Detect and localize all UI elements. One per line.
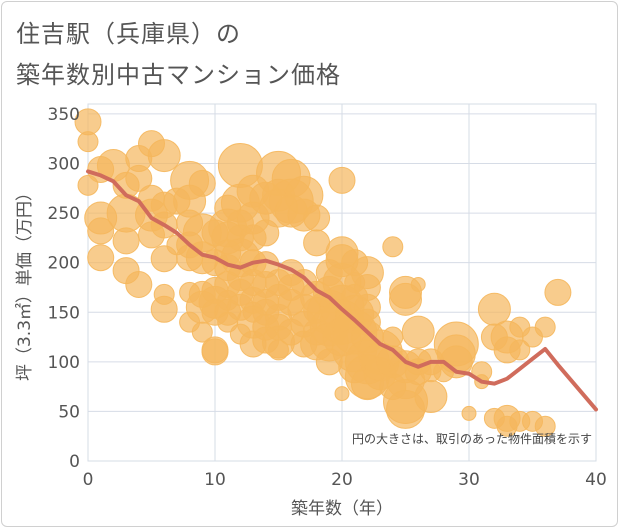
x-tick-label: 10	[204, 470, 226, 490]
data-bubble	[534, 316, 556, 338]
data-bubble	[201, 338, 229, 366]
page-title: 住吉駅（兵庫県）の	[16, 20, 241, 48]
x-tick-label: 40	[585, 470, 607, 490]
y-tick-label: 0	[69, 452, 80, 472]
data-bubble	[77, 131, 99, 153]
x-tick-label: 0	[83, 470, 94, 490]
data-bubble	[534, 415, 556, 437]
data-bubble	[382, 326, 404, 348]
y-tick-label: 150	[48, 303, 80, 323]
data-bubble	[461, 405, 477, 421]
data-bubble	[334, 386, 350, 402]
page-subtitle: 築年数別中古マンション価格	[16, 61, 341, 89]
data-bubble	[303, 204, 331, 232]
y-tick-label: 50	[58, 402, 80, 422]
data-bubble	[150, 295, 178, 323]
data-bubble	[401, 315, 435, 349]
y-tick-label: 100	[48, 353, 80, 373]
data-bubble	[87, 244, 115, 272]
data-bubble	[544, 278, 572, 306]
trend-line	[86, 169, 598, 412]
data-bubble	[147, 139, 181, 173]
x-tick-label: 30	[458, 470, 480, 490]
y-tick-label: 300	[48, 155, 80, 175]
y-tick-label: 200	[48, 254, 80, 274]
y-tick-label: 350	[48, 105, 80, 125]
y-tick-label: 250	[48, 204, 80, 224]
data-bubble	[509, 339, 531, 361]
data-bubble	[328, 166, 356, 194]
data-bubble	[414, 380, 448, 414]
data-bubble	[125, 164, 153, 192]
data-bubble	[382, 236, 404, 258]
data-bubble	[188, 169, 216, 197]
data-bubble	[87, 217, 115, 245]
x-tick-label: 20	[331, 470, 353, 490]
data-bubble	[477, 292, 511, 326]
y-axis-label: 坪（3.3㎡）単価（万円）	[15, 184, 35, 381]
x-axis-label: 築年数（年）	[291, 499, 393, 519]
data-bubble	[410, 276, 426, 292]
size-annotation: 円の大きさは、取引のあった物件面積を示す	[352, 431, 592, 446]
data-bubble	[191, 321, 213, 343]
data-bubble	[112, 227, 140, 255]
data-bubble	[268, 339, 289, 361]
data-bubble	[125, 270, 153, 298]
data-bubble	[389, 282, 422, 316]
